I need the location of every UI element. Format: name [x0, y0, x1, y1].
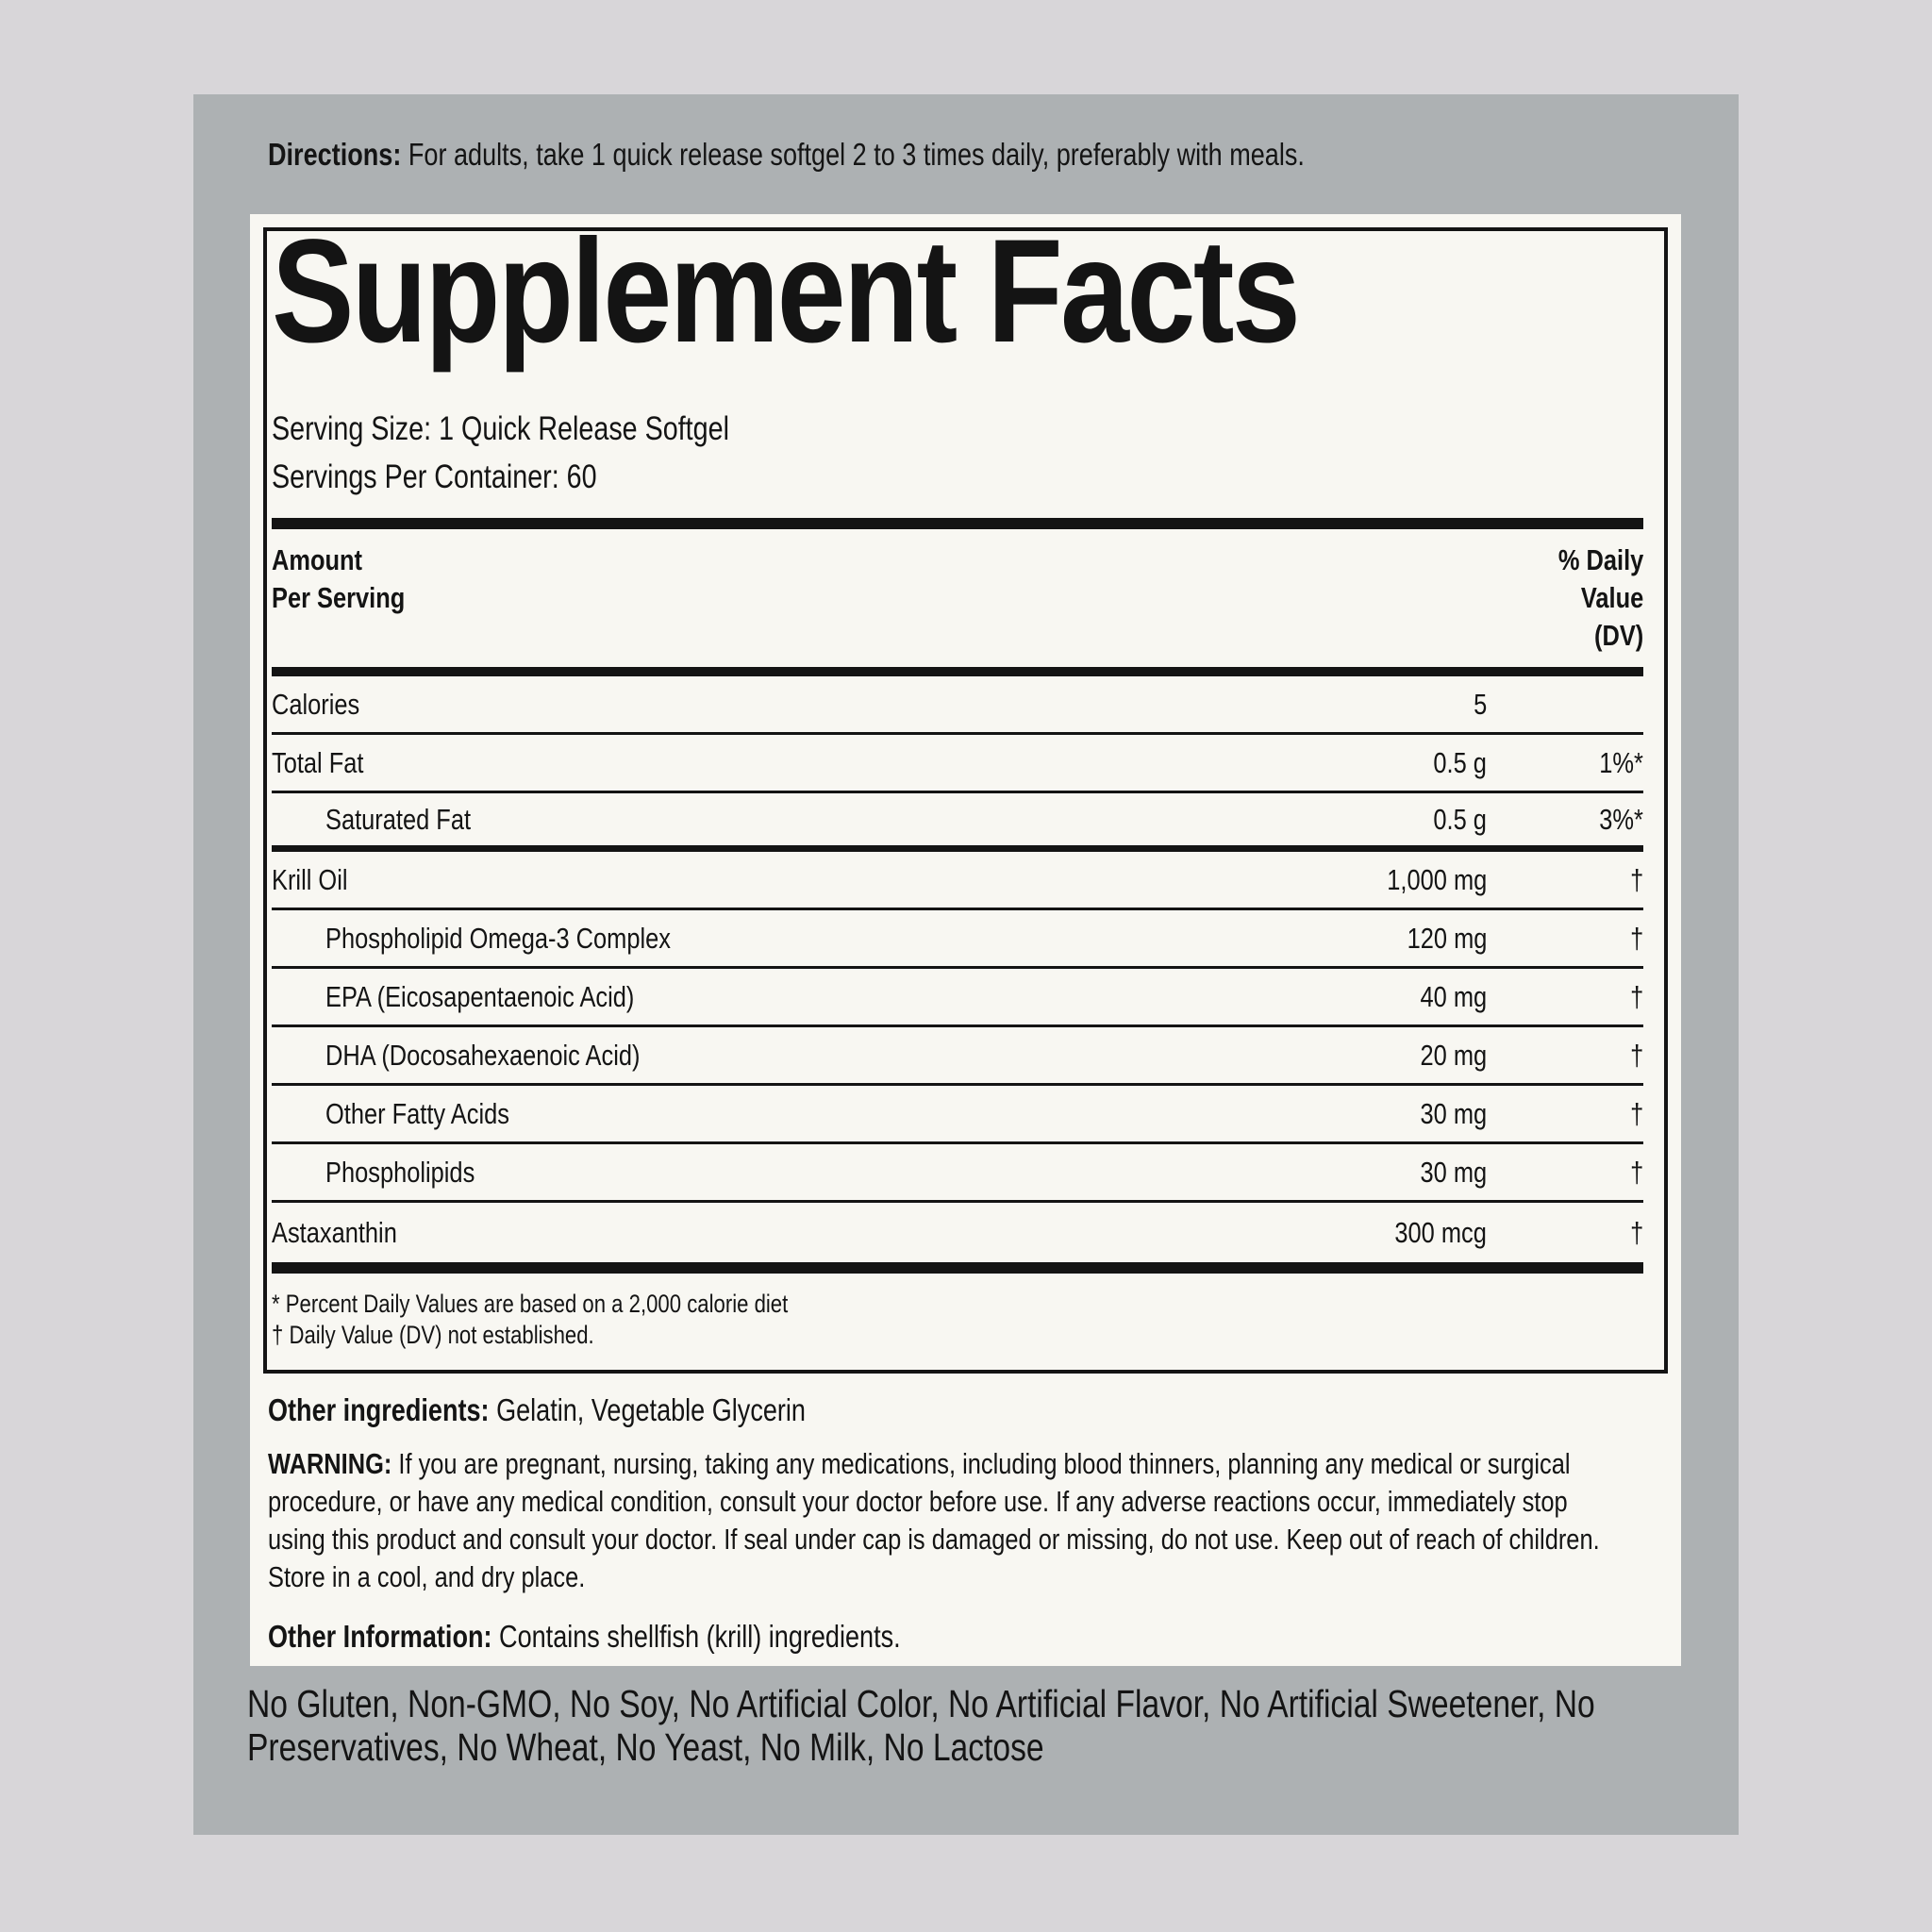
table-row: Phospholipid Omega-3 Complex 120 mg † — [272, 910, 1643, 969]
servings-per-container: Servings Per Container: 60 — [272, 458, 597, 495]
row-amount: 300 mcg — [1394, 1215, 1487, 1249]
table-row: Total Fat 0.5 g 1%* — [272, 735, 1643, 793]
row-dv: † — [1629, 979, 1643, 1013]
divider-thick — [272, 667, 1643, 676]
warning-text: If you are pregnant, nursing, taking any… — [268, 1447, 1600, 1593]
table-header: Amount Per Serving % Daily Value (DV) — [272, 541, 1643, 655]
header-amount-line1: Amount — [272, 543, 363, 576]
other-information-line: Other Information: Contains shellfish (k… — [268, 1617, 1040, 1657]
serving-info: Serving Size: 1 Quick Release Softgel Se… — [272, 405, 1643, 501]
row-amount: 40 mg — [1420, 979, 1487, 1013]
row-dv: † — [1629, 921, 1643, 955]
row-dv: 1%* — [1599, 745, 1643, 779]
directions-text: For adults, take 1 quick release softgel… — [408, 137, 1305, 172]
other-information-label: Other Information: — [268, 1619, 492, 1654]
daily-value-header: % Daily Value (DV) — [1540, 541, 1643, 655]
row-amount: 30 mg — [1420, 1096, 1487, 1130]
row-name: Saturated Fat — [325, 802, 472, 836]
row-dv: † — [1629, 1155, 1643, 1189]
row-dv: † — [1629, 1038, 1643, 1072]
table-row: Calories 5 — [272, 676, 1643, 735]
warning-paragraph: WARNING: If you are pregnant, nursing, t… — [268, 1445, 1928, 1596]
serving-size: Serving Size: 1 Quick Release Softgel — [272, 410, 729, 447]
row-name: DHA (Docosahexaenoic Acid) — [325, 1038, 641, 1072]
row-amount: 5 — [1473, 687, 1487, 721]
table-row: EPA (Eicosapentaenoic Acid) 40 mg † — [272, 969, 1643, 1027]
row-dv: 3%* — [1599, 802, 1643, 836]
row-amount: 30 mg — [1420, 1155, 1487, 1189]
divider-thick — [272, 1262, 1643, 1274]
footnotes: * Percent Daily Values are based on a 2,… — [272, 1289, 1643, 1351]
row-name: Astaxanthin — [272, 1215, 397, 1249]
other-ingredients-text: Gelatin, Vegetable Glycerin — [496, 1392, 806, 1427]
supplement-facts-box: Supplement Facts Serving Size: 1 Quick R… — [263, 216, 1668, 1374]
row-name: Phospholipids — [325, 1155, 475, 1189]
other-ingredients-line: Other ingredients: Gelatin, Vegetable Gl… — [268, 1391, 924, 1430]
row-name: Total Fat — [272, 745, 364, 779]
row-name: EPA (Eicosapentaenoic Acid) — [325, 979, 635, 1013]
header-amount-line2: Per Serving — [272, 581, 406, 614]
product-claims: No Gluten, Non-GMO, No Soy, No Artificia… — [247, 1682, 1932, 1769]
row-amount: 0.5 g — [1433, 745, 1487, 779]
row-name: Other Fatty Acids — [325, 1096, 509, 1130]
row-amount: 1,000 mg — [1387, 862, 1487, 896]
title-row: Supplement Facts — [272, 216, 1643, 367]
supplement-label: Supplement Facts Serving Size: 1 Quick R… — [250, 214, 1681, 1666]
table-row: Other Fatty Acids 30 mg † — [272, 1086, 1643, 1144]
row-dv: † — [1629, 1215, 1643, 1249]
warning-label: WARNING: — [268, 1447, 392, 1480]
other-information-text: Contains shellfish (krill) ingredients. — [499, 1619, 901, 1654]
amount-per-serving-header: Amount Per Serving — [272, 541, 434, 655]
row-dv: † — [1629, 1096, 1643, 1130]
divider-thick — [272, 518, 1643, 529]
table-row: Astaxanthin 300 mcg † — [272, 1203, 1643, 1262]
table-row: Saturated Fat 0.5 g 3%* — [272, 793, 1643, 852]
row-dv: † — [1629, 862, 1643, 896]
product-claims-text: No Gluten, Non-GMO, No Soy, No Artificia… — [247, 1682, 1595, 1769]
row-name: Phospholipid Omega-3 Complex — [325, 921, 671, 955]
header-dv-line2: Value — [1580, 581, 1643, 614]
directions-label: Directions: — [268, 137, 402, 172]
header-dv-line1: % Daily — [1557, 543, 1643, 576]
table-row: Krill Oil 1,000 mg † — [272, 852, 1643, 910]
directions-line: Directions: For adults, take 1 quick rel… — [268, 136, 1532, 174]
supplement-facts-title: Supplement Facts — [272, 209, 1301, 374]
other-ingredients-label: Other ingredients: — [268, 1392, 490, 1427]
row-amount: 20 mg — [1420, 1038, 1487, 1072]
table-row: DHA (Docosahexaenoic Acid) 20 mg † — [272, 1027, 1643, 1086]
row-name: Calories — [272, 687, 360, 721]
header-dv-line3: (DV) — [1593, 619, 1643, 652]
row-amount: 0.5 g — [1433, 802, 1487, 836]
footnote-daily-values: * Percent Daily Values are based on a 2,… — [272, 1290, 789, 1318]
footnote-dv-not-established: † Daily Value (DV) not established. — [272, 1321, 594, 1349]
label-backdrop: Directions: For adults, take 1 quick rel… — [193, 94, 1739, 1835]
table-row: Phospholipids 30 mg † — [272, 1144, 1643, 1203]
row-amount: 120 mg — [1407, 921, 1487, 955]
row-name: Krill Oil — [272, 862, 348, 896]
